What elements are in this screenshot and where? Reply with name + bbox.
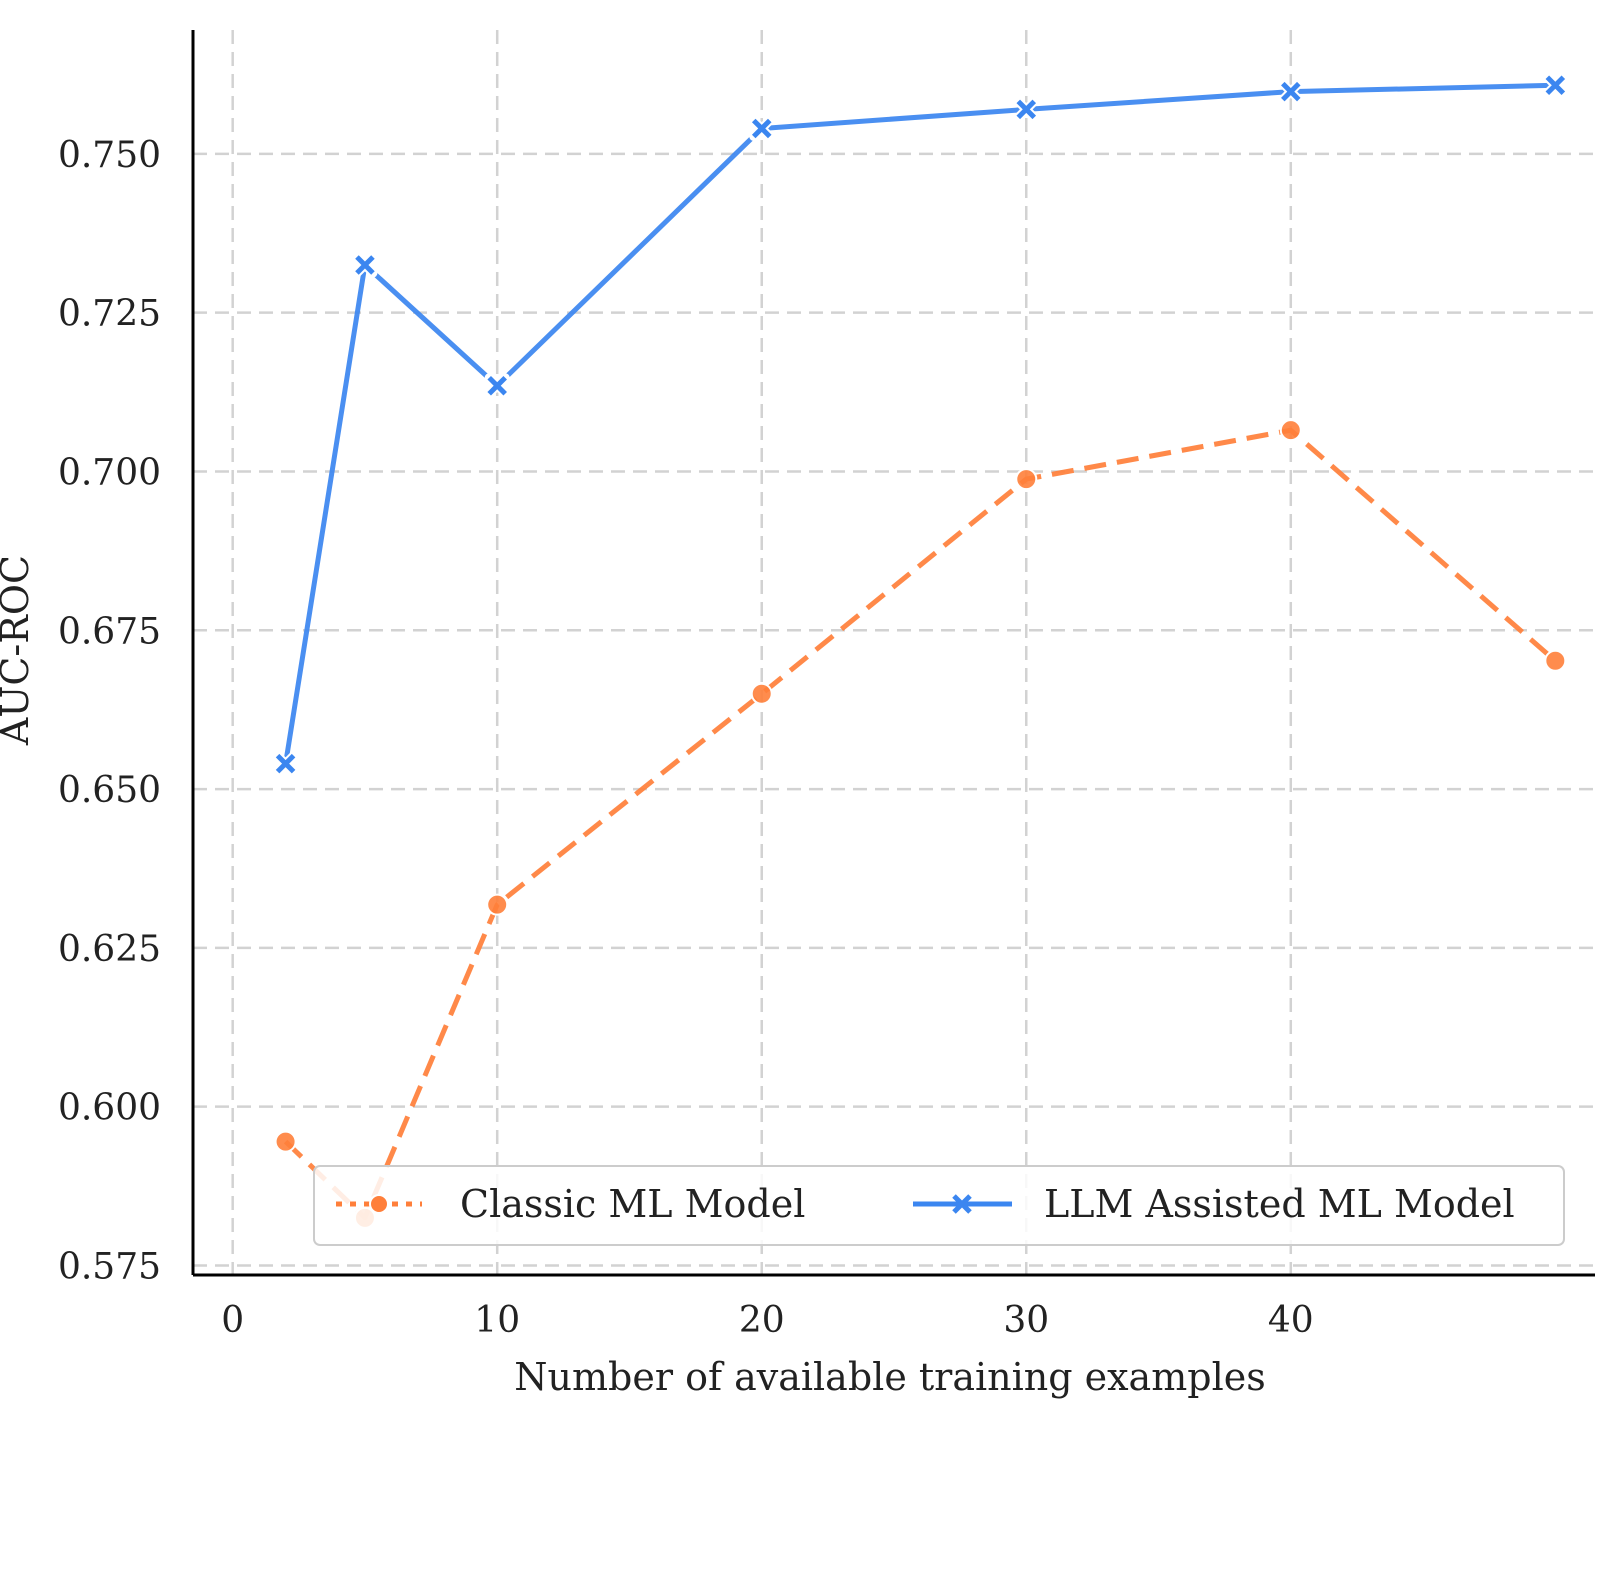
data-point (749, 115, 775, 141)
x-axis-title: Number of available training examples (514, 1355, 1265, 1399)
legend-marker-llm (952, 1194, 972, 1214)
data-point (273, 751, 299, 777)
tick-labels: 0.575 0.600 0.625 0.650 0.675 0.700 0.725 0.750… (58, 135, 1314, 1341)
data-point (1015, 468, 1038, 491)
legend-entry-classic: Classic ML Model (336, 1182, 805, 1226)
y-tick-label: 0.650 (58, 770, 161, 811)
grid-lines (193, 30, 1595, 1275)
data-point (486, 893, 509, 916)
data-point (1279, 419, 1302, 442)
x-tick-label: 10 (474, 1300, 520, 1341)
data-point (750, 682, 773, 705)
y-tick-label: 0.675 (58, 611, 161, 652)
legend-label-classic: Classic ML Model (460, 1182, 805, 1226)
y-axis-title: AUC-ROC (0, 555, 37, 746)
legend: Classic ML Model LLM Assisted ML Model (313, 1165, 1565, 1246)
data-point (274, 1130, 297, 1153)
data-series (273, 72, 1568, 1229)
y-tick-label: 0.725 (58, 294, 161, 335)
y-tick-label: 0.700 (58, 452, 161, 493)
x-tick-label: 0 (221, 1300, 244, 1341)
data-point (1544, 649, 1567, 672)
y-tick-label: 0.575 (58, 1246, 161, 1287)
y-tick-label: 0.750 (58, 135, 161, 176)
series-line (283, 82, 1556, 765)
legend-entry-llm: LLM Assisted ML Model (913, 1182, 1515, 1226)
y-tick-label: 0.600 (58, 1088, 161, 1129)
data-point (1278, 79, 1304, 105)
x-tick-label: 30 (1003, 1300, 1049, 1341)
x-tick-label: 40 (1268, 1300, 1314, 1341)
x-tick-label: 20 (739, 1300, 785, 1341)
data-point (484, 373, 510, 399)
series-llm-assisted (273, 72, 1568, 777)
data-point (1542, 72, 1568, 98)
legend-marker-classic (369, 1194, 389, 1214)
data-point (352, 252, 378, 278)
series-line (283, 427, 1557, 1221)
y-tick-label: 0.625 (58, 929, 161, 970)
axes (191, 30, 1595, 1277)
data-point (1013, 96, 1039, 122)
legend-label-llm: LLM Assisted ML Model (1044, 1182, 1515, 1226)
